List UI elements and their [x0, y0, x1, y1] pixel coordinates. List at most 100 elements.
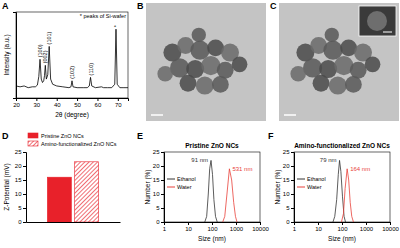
tick-mark	[161, 194, 164, 195]
particle	[313, 75, 330, 92]
peak-label: (102)	[69, 66, 75, 79]
axis-line	[295, 223, 391, 226]
axis-line	[17, 99, 129, 102]
x-axis: 203040506070	[13, 98, 128, 108]
tick: 25	[283, 149, 294, 155]
tick-label: 10	[15, 191, 22, 197]
tick: 100	[207, 222, 218, 232]
axis-line	[161, 153, 165, 223]
tick-mark	[291, 208, 294, 209]
x-axis	[27, 222, 121, 223]
legend-swatch	[297, 179, 305, 180]
peak-label: *	[113, 24, 119, 27]
micrograph	[279, 3, 399, 121]
tick-mark	[23, 152, 26, 153]
tick-mark	[188, 222, 189, 225]
tick: 70	[115, 98, 122, 108]
x-axis-title: Size (nm)	[198, 235, 226, 243]
legend-label: Ethanol	[307, 176, 326, 182]
axis-line	[165, 223, 261, 226]
tick-label: 10	[153, 191, 160, 197]
tick-mark	[23, 166, 26, 167]
axis-line	[291, 153, 295, 223]
tick-mark	[291, 194, 294, 195]
tick-label: 20	[13, 102, 20, 108]
panel-letter: B	[137, 1, 144, 11]
peak-label: (101)	[46, 31, 52, 44]
tick-label: 30	[34, 102, 41, 108]
particle	[157, 66, 173, 82]
x-axis: 110100100010000	[293, 222, 400, 232]
legend: EthanolWater	[167, 176, 196, 190]
tick: 10000	[382, 222, 399, 232]
legend: Pristine ZnO NCsAmino-functionalized ZnO…	[28, 133, 117, 147]
tick-label: 10000	[382, 226, 399, 232]
tick-label: 0	[18, 219, 22, 225]
tick-mark	[161, 166, 164, 167]
inset-image	[359, 6, 396, 36]
tick-mark	[212, 222, 213, 225]
legend-swatch	[167, 187, 175, 188]
tick-label: 40	[54, 102, 61, 108]
tick-mark	[161, 180, 164, 181]
tick: 10	[283, 191, 294, 197]
plot-lines	[16, 29, 128, 87]
tick-label: 15	[15, 177, 22, 183]
legend: EthanolWater	[297, 176, 326, 190]
legend-swatch	[167, 179, 175, 180]
particle	[329, 77, 347, 95]
tick-label: 5	[286, 205, 290, 211]
panel-title: Pristine ZnO NCs	[185, 142, 239, 149]
tick-mark	[291, 166, 294, 167]
y-axis: 0510152025	[283, 149, 295, 225]
tick: 1000	[230, 222, 244, 232]
tick: 20	[15, 163, 26, 169]
y-axis-title: Number (%)	[274, 169, 282, 204]
tick: 0	[156, 219, 164, 225]
tick: 10000	[252, 222, 269, 232]
tick: 25	[153, 149, 164, 155]
particle	[196, 77, 214, 95]
y-axis-title: Number (%)	[144, 169, 152, 204]
tick: 15	[283, 177, 294, 183]
tick-label: 25	[283, 149, 290, 155]
tick-label: 10	[283, 191, 290, 197]
tick-label: 100	[337, 226, 348, 232]
legend-swatch	[28, 133, 38, 138]
tick: 15	[15, 177, 26, 183]
tick: 15	[153, 177, 164, 183]
micrograph	[146, 3, 266, 121]
axis-line	[23, 153, 27, 223]
bars	[47, 162, 98, 222]
axis-line	[13, 13, 17, 99]
series-line	[205, 160, 217, 222]
particle	[180, 75, 197, 92]
tick-label: 0	[156, 219, 160, 225]
tick: 1	[163, 222, 167, 232]
tick: 10	[15, 191, 26, 197]
tick: 10	[315, 222, 322, 232]
legend-swatch	[28, 141, 38, 146]
tick: 20	[153, 163, 164, 169]
tick: 25	[15, 149, 26, 155]
x-axis-title: Size (nm)	[328, 235, 356, 243]
legend-label: Amino-functionalized ZnO NCs	[41, 141, 117, 147]
y-axis-title: Z-Potential (mV)	[3, 163, 11, 210]
tick-mark	[57, 98, 58, 101]
tick-mark	[291, 180, 294, 181]
particle	[232, 57, 248, 73]
particle	[290, 66, 306, 82]
tick: 1	[293, 222, 297, 232]
tick-mark	[23, 222, 26, 223]
tick-label: 20	[283, 163, 290, 169]
image-background	[146, 3, 266, 121]
tick-mark	[97, 98, 98, 101]
legend-label: Water	[177, 184, 192, 190]
panel-letter: D	[2, 131, 9, 141]
tick-label: 25	[153, 149, 160, 155]
tick-mark	[118, 98, 119, 101]
tick: 60	[95, 98, 102, 108]
tick: 40	[54, 98, 61, 108]
series-line	[16, 29, 128, 87]
particle	[325, 28, 339, 42]
